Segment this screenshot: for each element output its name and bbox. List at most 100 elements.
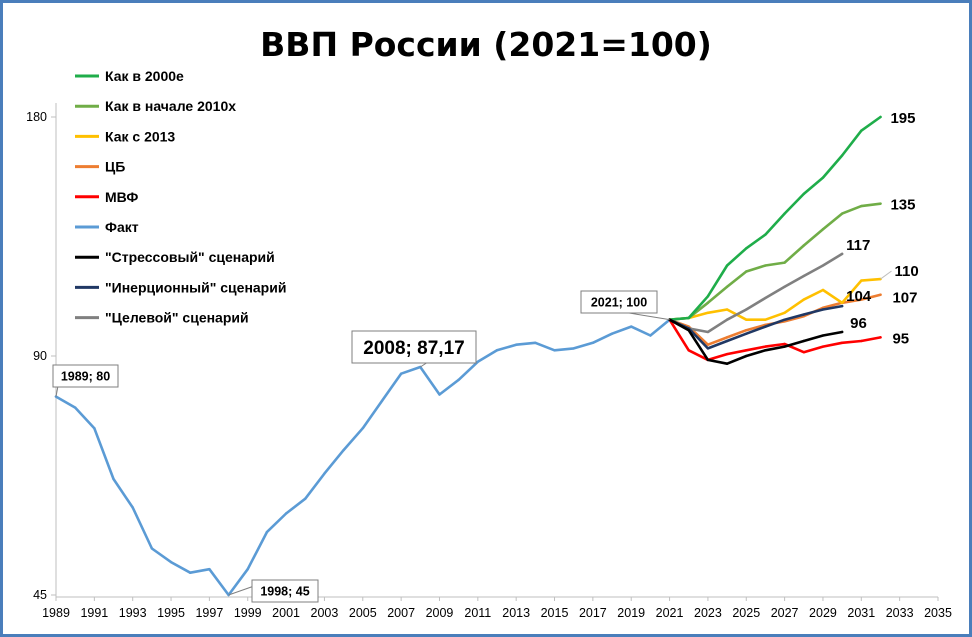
data-point (764, 264, 767, 267)
data-point (725, 352, 729, 356)
data-point (725, 336, 729, 339)
data-point (764, 345, 767, 348)
data-point (725, 318, 729, 321)
x-tick-label: 1999 (234, 606, 262, 620)
annotation-callout: 2021; 100 (580, 290, 670, 321)
x-tick-label: 2009 (426, 606, 454, 620)
data-point (821, 288, 825, 292)
data-point (495, 349, 499, 352)
x-tick-label: 2035 (924, 606, 952, 620)
data-point (630, 325, 633, 328)
data-point (725, 339, 729, 343)
series-line (668, 202, 882, 321)
x-tick-label: 2027 (771, 606, 799, 620)
y-tick-label: 90 (33, 349, 47, 363)
end-label-целевой-сценарий: 117 (846, 237, 870, 254)
callout-text: 1998; 45 (260, 585, 309, 599)
data-point (399, 372, 403, 375)
data-point (687, 349, 690, 352)
data-point (802, 350, 805, 354)
legend-label: "Целевой" сценарий (105, 310, 249, 326)
data-point (764, 318, 767, 321)
data-point (73, 406, 77, 409)
x-tick-label: 2015 (541, 606, 569, 620)
end-label-как-в-начале-2010х: 135 (890, 197, 915, 214)
series-line (668, 318, 844, 365)
x-tick-label: 2033 (886, 606, 914, 620)
data-point (706, 295, 710, 298)
callout-text: 2008; 87,17 (363, 338, 464, 359)
data-point (687, 328, 690, 332)
data-point (840, 304, 844, 308)
data-point (860, 339, 863, 343)
data-point (783, 311, 786, 315)
legend-item-как-в-начале-2010х: Как в начале 2010х (75, 98, 236, 114)
data-point (572, 347, 575, 350)
data-point (879, 115, 882, 119)
legend-item-как-в-2000е: Как в 2000е (75, 68, 184, 84)
data-point (840, 301, 844, 305)
series-line (668, 277, 882, 321)
data-point (860, 129, 863, 132)
series-стрессовый-сценарий (668, 318, 844, 365)
x-tick-label: 2021 (656, 606, 684, 620)
end-label-мвф: 95 (892, 330, 909, 347)
data-point (745, 308, 748, 311)
data-point (131, 506, 134, 509)
data-point (534, 341, 537, 345)
x-tick-label: 2003 (311, 606, 339, 620)
data-point (802, 274, 805, 278)
data-point (840, 330, 844, 334)
series-целевой-сценарий (668, 252, 844, 334)
data-point (745, 270, 748, 273)
end-labels: 195 135 110 107 95 96 104 117 (846, 110, 919, 347)
data-point (840, 252, 844, 256)
end-label-инерционный-сценарий: 104 (846, 288, 872, 305)
data-point (802, 192, 805, 196)
data-point (725, 362, 729, 365)
annotation-callout: 1989; 80 (52, 364, 119, 397)
data-point (706, 330, 710, 334)
data-point (879, 336, 882, 339)
annotation-callout: 1998; 45 (228, 579, 319, 603)
legend-label: Как в 2000е (105, 68, 184, 84)
data-point (150, 547, 154, 550)
data-point (783, 342, 786, 346)
data-point (514, 343, 518, 346)
x-axis: 1989 1991 1993 1995 1997 1999 2001 2003 2005 2007… (42, 596, 952, 620)
callout-leader (55, 385, 59, 397)
data-point (342, 448, 345, 452)
data-point (304, 497, 307, 500)
x-tick-label: 2031 (847, 606, 875, 620)
x-tick-label: 2011 (464, 606, 491, 620)
data-point (879, 202, 882, 205)
series-line (668, 252, 844, 334)
legend-item-мвф: МВФ (75, 189, 138, 205)
legend-label: Как с 2013 (105, 128, 175, 144)
data-point (783, 212, 786, 215)
legend: Как в 2000е Как в начале 2010х Как с 2013 Ц… (75, 68, 286, 326)
data-point (879, 293, 882, 296)
data-point (649, 334, 652, 337)
x-tick-label: 2013 (502, 606, 530, 620)
data-point (706, 301, 710, 305)
data-point (725, 308, 729, 311)
end-label-стрессовый-сценарий: 96 (850, 315, 867, 332)
x-tick-label: 2029 (809, 606, 837, 620)
data-point (323, 472, 326, 475)
data-point (802, 339, 805, 343)
series-line (668, 318, 882, 362)
end-label-как-в-2000е: 195 (890, 110, 915, 127)
series-как-с-2013 (668, 277, 882, 321)
x-tick-label: 2001 (272, 606, 300, 620)
data-point (821, 334, 825, 337)
x-tick-label: 1991 (80, 606, 108, 620)
x-tick-label: 2025 (732, 606, 760, 620)
end-label-как-с-2013: 110 (894, 263, 918, 280)
series-инерционный-сценарий (668, 304, 844, 350)
data-point (208, 567, 211, 571)
x-tick-label: 2007 (387, 606, 415, 620)
end-label-leader (880, 270, 892, 280)
data-point (821, 264, 825, 267)
